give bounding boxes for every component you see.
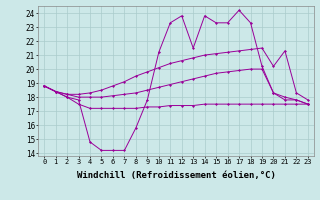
X-axis label: Windchill (Refroidissement éolien,°C): Windchill (Refroidissement éolien,°C) (76, 171, 276, 180)
